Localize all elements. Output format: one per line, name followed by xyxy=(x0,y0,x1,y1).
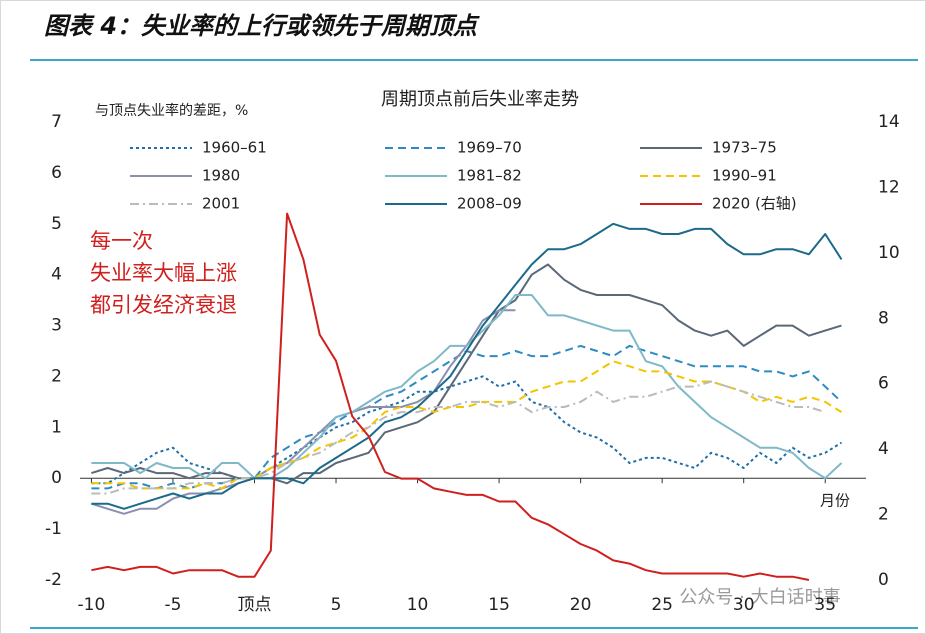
y-tick-label: -1 xyxy=(45,519,62,539)
y2-tick-label: 4 xyxy=(878,439,889,459)
x-axis-label: 月份 xyxy=(820,492,850,510)
y-tick-label: -2 xyxy=(45,570,62,590)
x-tick-label: 15 xyxy=(488,595,510,615)
y-tick-label: 3 xyxy=(51,316,62,336)
legend-label: 1960–61 xyxy=(202,139,267,157)
y2-tick-label: 10 xyxy=(878,243,900,263)
y-axis-label: 与顶点失业率的差距，% xyxy=(95,102,248,119)
legend-label: 2001 xyxy=(202,195,240,213)
x-tick-label: 20 xyxy=(570,595,592,615)
watermark: 公众号 · 大白话时事 xyxy=(679,587,840,608)
series-line xyxy=(91,380,826,495)
y-tick-label: 6 xyxy=(51,163,62,183)
series-line xyxy=(91,294,843,480)
legend-label: 1990–91 xyxy=(712,167,777,185)
x-tick-label: 25 xyxy=(651,595,673,615)
legend-label: 1969–70 xyxy=(457,139,522,157)
annotation: 失业率大幅上涨 xyxy=(90,261,237,285)
y-tick-label: 2 xyxy=(51,366,62,386)
series-line xyxy=(91,309,516,515)
x-tick-label: -10 xyxy=(78,595,106,615)
x-tick-label: 顶点 xyxy=(237,595,271,615)
legend-label: 1973–75 xyxy=(712,139,777,157)
y-tick-label: 0 xyxy=(51,468,62,488)
y2-tick-label: 12 xyxy=(878,177,900,197)
x-tick-label: 10 xyxy=(407,595,429,615)
legend-label: 1980 xyxy=(202,167,240,185)
y-tick-label: 1 xyxy=(51,417,62,437)
y2-tick-label: 14 xyxy=(878,112,900,132)
y-tick-label: 5 xyxy=(51,214,62,234)
figure-title: 图表 4：失业率的上行或领先于周期顶点 xyxy=(44,12,480,40)
legend-label: 2020 (右轴) xyxy=(712,195,797,213)
annotation: 都引发经济衰退 xyxy=(90,293,237,317)
y2-tick-label: 2 xyxy=(878,505,889,525)
series-line xyxy=(91,263,842,485)
x-tick-label: 30 xyxy=(733,595,755,615)
annotation: 每一次 xyxy=(90,229,153,253)
x-tick-label: -5 xyxy=(164,595,181,615)
legend-label: 1981–82 xyxy=(457,167,522,185)
y2-tick-label: 0 xyxy=(878,570,889,590)
series-line xyxy=(91,212,810,581)
y-tick-label: 7 xyxy=(51,112,62,132)
x-tick-label: 5 xyxy=(331,595,342,615)
series-line xyxy=(91,222,843,510)
y2-tick-label: 8 xyxy=(878,308,889,328)
chart-title: 周期顶点前后失业率走势 xyxy=(381,89,579,110)
x-tick-label: 35 xyxy=(814,595,836,615)
y2-tick-label: 6 xyxy=(878,374,889,394)
legend-label: 2008–09 xyxy=(457,195,522,213)
series-line xyxy=(91,375,843,485)
y-tick-label: 4 xyxy=(51,265,62,285)
